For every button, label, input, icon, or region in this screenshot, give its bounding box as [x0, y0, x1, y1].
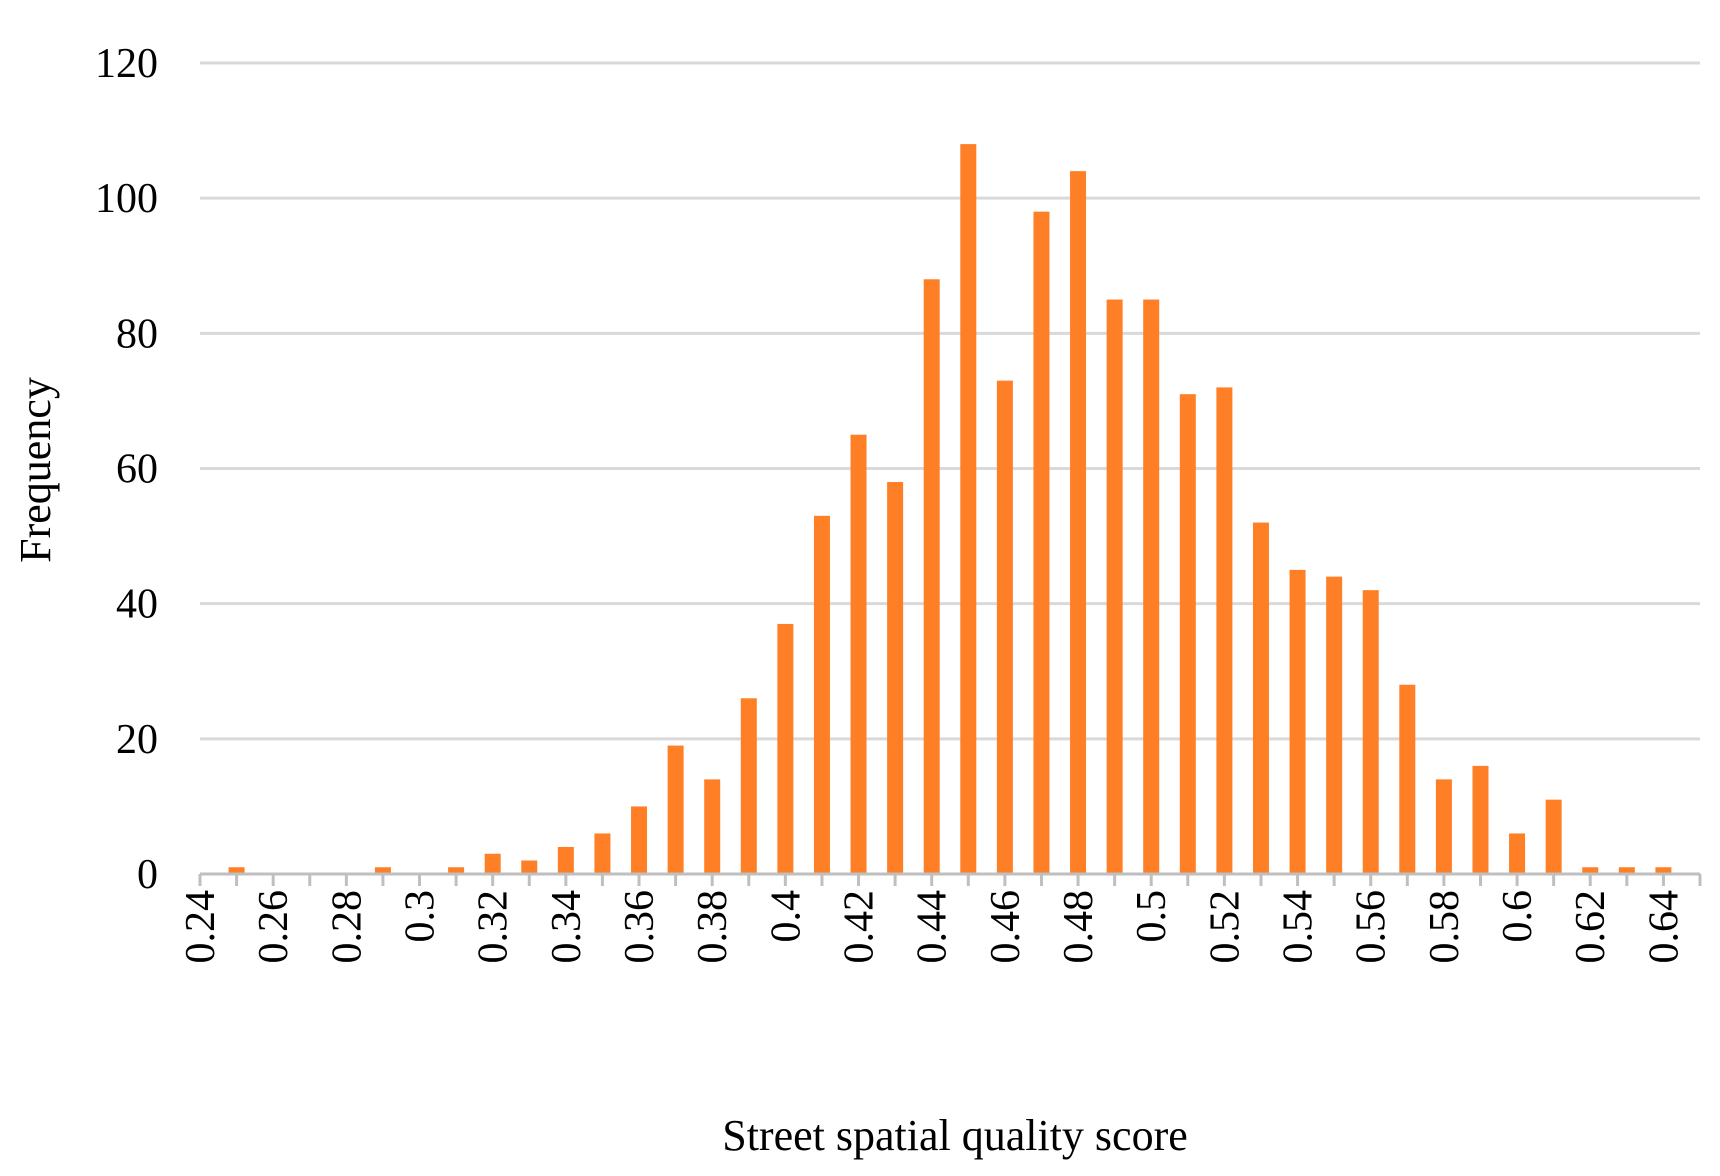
bar: [1070, 171, 1087, 875]
bar: [1582, 867, 1599, 874]
x-tick-label: 0.64: [1641, 890, 1687, 964]
bar: [667, 745, 684, 874]
bar: [1179, 394, 1196, 874]
bar: [704, 779, 721, 874]
y-tick-label: 20: [116, 717, 158, 763]
x-tick-label: 0.58: [1422, 890, 1468, 964]
x-tick-label: 0.4: [763, 890, 809, 943]
bar: [1435, 779, 1452, 874]
bar: [887, 482, 904, 874]
bar: [996, 380, 1013, 874]
bar: [374, 867, 391, 874]
bar: [1655, 867, 1672, 874]
x-tick-label: 0.5: [1129, 890, 1175, 943]
bar: [521, 860, 538, 874]
bar: [1289, 569, 1306, 874]
y-tick-label: 100: [95, 176, 158, 222]
bar: [1509, 833, 1526, 874]
x-tick-label: 0.46: [983, 890, 1029, 964]
bar: [631, 806, 648, 874]
x-tick-label: 0.28: [324, 890, 370, 964]
bar: [594, 833, 611, 874]
x-axis-title: Street spatial quality score: [722, 1111, 1188, 1160]
bar: [740, 698, 757, 874]
bar: [1618, 867, 1635, 874]
bar: [1143, 299, 1160, 875]
bar: [777, 623, 794, 874]
x-tick-label: 0.6: [1495, 890, 1541, 943]
bar: [448, 867, 465, 874]
x-axis: [198, 872, 1702, 886]
bar: [557, 846, 574, 874]
x-tick-label: 0.34: [544, 890, 590, 964]
bar: [960, 144, 977, 875]
bar: [1472, 765, 1489, 874]
bar: [1399, 684, 1416, 874]
x-tick-label: 0.54: [1276, 890, 1322, 964]
x-tick-label: 0.62: [1568, 890, 1614, 964]
x-tick-label: 0.52: [1202, 890, 1248, 964]
y-tick-label: 80: [116, 311, 158, 357]
gridlines: [200, 61, 1700, 741]
bar: [813, 515, 830, 874]
bar: [228, 867, 245, 874]
bar: [850, 434, 867, 874]
x-tick-label: 0.36: [617, 890, 663, 964]
x-tick-label: 0.42: [837, 890, 883, 964]
bar: [1106, 299, 1123, 875]
x-tick-label: 0.48: [1056, 890, 1102, 964]
bars: [228, 144, 1672, 875]
x-tick-label: 0.38: [690, 890, 736, 964]
y-axis-title: Frequency: [11, 377, 60, 563]
y-tick-label: 40: [116, 582, 158, 628]
x-axis-tick-labels: 0.24 0.26 0.28 0.3 0.32 0.34 0.36 0.38 0.4 0.42 0.…: [178, 890, 1687, 964]
x-tick-label: 0.56: [1349, 890, 1395, 964]
y-tick-label: 60: [116, 447, 158, 493]
x-tick-label: 0.44: [910, 890, 956, 964]
x-tick-label: 0.26: [251, 890, 297, 964]
bar: [1033, 211, 1050, 874]
bar: [1326, 576, 1343, 874]
bar: [1216, 387, 1233, 874]
bar: [1545, 799, 1562, 874]
bar: [484, 853, 501, 874]
y-axis-tick-labels: 0 20 40 60 80 100 120: [95, 41, 158, 898]
bar: [923, 279, 940, 874]
x-tick-label: 0.32: [471, 890, 517, 964]
x-tick-label: 0.24: [178, 890, 224, 964]
bar: [1362, 590, 1379, 874]
x-tick-label: 0.3: [398, 890, 444, 943]
y-tick-label: 120: [95, 41, 158, 87]
bar: [1252, 522, 1269, 874]
y-tick-label: 0: [137, 852, 158, 898]
